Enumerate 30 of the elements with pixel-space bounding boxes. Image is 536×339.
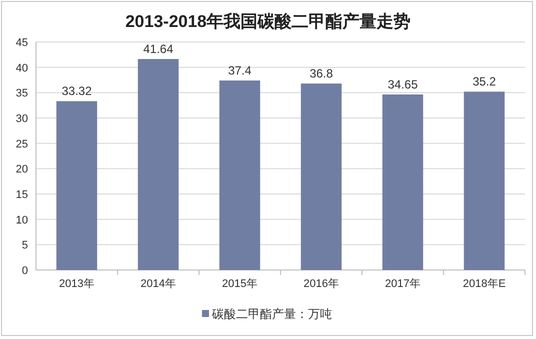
bar	[464, 92, 505, 270]
data-label: 37.4	[228, 64, 252, 78]
x-tick-label: 2017年	[385, 278, 420, 290]
y-tick-label: 30	[16, 113, 28, 125]
y-tick-label: 40	[16, 62, 28, 74]
x-tick-label: 2015年	[222, 278, 258, 290]
x-tick-label: 2013年	[59, 278, 94, 290]
data-label: 41.64	[143, 42, 174, 56]
data-label: 34.65	[388, 77, 418, 92]
bar	[219, 80, 260, 270]
x-tick-label: 2014年	[140, 278, 176, 290]
bar	[56, 101, 98, 270]
y-tick-label: 35	[16, 88, 28, 100]
bar	[300, 84, 342, 270]
x-tick-label: 2016年	[304, 278, 339, 290]
data-label: 33.32	[62, 84, 92, 98]
y-tick-label: 20	[16, 164, 28, 176]
bar	[382, 94, 424, 270]
legend-label: 碳酸二甲酯产量：万吨	[211, 307, 332, 321]
y-tick-label: 45	[16, 37, 28, 49]
y-tick-label: 0	[22, 265, 28, 277]
y-tick-label: 10	[16, 214, 28, 226]
chart-title: 2013-2018年我国碳酸二甲酯产量走势	[125, 12, 411, 31]
data-label: 36.8	[310, 66, 334, 81]
y-tick-label: 15	[16, 189, 28, 201]
y-tick-label: 5	[22, 240, 28, 252]
bar	[138, 59, 179, 270]
data-label: 35.2	[472, 74, 496, 89]
x-tick-label: 2018年E	[462, 278, 506, 290]
y-tick-label: 25	[16, 138, 28, 150]
